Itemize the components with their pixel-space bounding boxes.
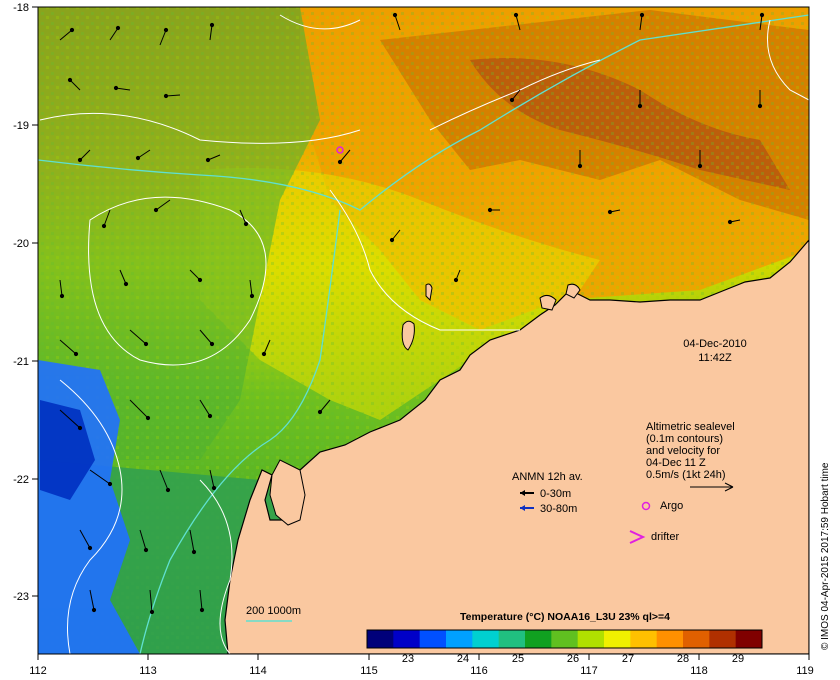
lon-tick-112: 112 — [29, 665, 47, 677]
lon-tick-115: 115 — [360, 665, 378, 677]
colorbar-tick-label: 28 — [677, 653, 689, 665]
isobath-200m — [139, 209, 341, 654]
colorbar-cell — [419, 630, 447, 648]
colorbar-tick-label: 23 — [402, 653, 414, 665]
island-dampier — [539, 294, 557, 311]
lon-tick-119: 119 — [796, 665, 814, 677]
isobath-1000m — [38, 14, 809, 211]
colorbar-cell — [393, 630, 421, 648]
lon-tick-117: 117 — [580, 665, 598, 677]
velocity-scale-arrow — [690, 482, 734, 492]
sealevel-note-line5: 0.5m/s (1kt 24h) — [646, 469, 725, 481]
lat-tick-18: -18 — [13, 2, 29, 14]
sealevel-note-line3: and velocity for — [646, 445, 720, 457]
drifter-legend-icon — [629, 530, 646, 544]
isobath-legend-label: 200 1000m — [246, 605, 301, 617]
colorbar-tick-label: 27 — [622, 653, 634, 665]
lon-tick-114: 114 — [249, 665, 267, 677]
anmn-deep-arrow-icon — [520, 505, 534, 511]
colorbar-cell — [551, 630, 579, 648]
timestamp-time: 11:42Z — [698, 352, 732, 364]
colorbar-tick-label: 24 — [457, 653, 469, 665]
argo-legend-icon — [641, 501, 651, 511]
anmn-deep-label: 30-80m — [540, 503, 577, 515]
credit-text: © IMOS 04-Apr-2015 2017:59 Hobart time — [820, 462, 831, 650]
colorbar-cell — [709, 630, 737, 648]
colorbar-cell — [525, 630, 552, 648]
sealevel-note-line1: Altimetric sealevel — [646, 421, 735, 433]
peninsula — [269, 459, 306, 526]
colorbar-tick-label: 29 — [732, 653, 744, 665]
colorbar-cell — [577, 630, 605, 648]
lon-tick-113: 113 — [139, 665, 157, 677]
lat-tick-19: -19 — [13, 120, 29, 132]
plot-frame — [37, 6, 810, 655]
island-small — [425, 283, 433, 302]
island-barrow — [401, 320, 415, 351]
anmn-shallow-arrow-icon — [520, 490, 534, 496]
colorbar-tick-label: 25 — [512, 653, 524, 665]
colorbar-cell — [472, 630, 500, 648]
plot-area — [38, 7, 809, 654]
colorbar — [366, 629, 763, 649]
land-mass — [224, 239, 809, 654]
lon-tick-118: 118 — [690, 665, 708, 677]
drifter-legend-label: drifter — [651, 531, 679, 543]
colorbar-cell — [630, 630, 658, 648]
lon-tick-116: 116 — [470, 665, 488, 677]
colorbar-cell — [367, 630, 394, 648]
colorbar-cell — [604, 630, 631, 648]
colorbar-cell — [498, 630, 526, 648]
anmn-legend-title: ANMN 12h av. — [512, 471, 583, 483]
lat-tick-20: -20 — [13, 238, 29, 250]
colorbar-cell — [735, 630, 763, 648]
lat-tick-22: -22 — [13, 474, 29, 486]
velocity-arrows — [59, 12, 765, 615]
island-small-2 — [565, 283, 581, 299]
colorbar-cell — [683, 630, 710, 648]
colorbar-frame — [366, 629, 763, 649]
argo-float-marker — [336, 146, 344, 154]
anmn-shallow-label: 0-30m — [540, 488, 571, 500]
colorbar-tick-label: 26 — [567, 653, 579, 665]
colorbar-cell — [446, 630, 473, 648]
sealevel-note-line2: (0.1m contours) — [646, 433, 723, 445]
sealevel-contours — [39, 14, 809, 654]
lat-tick-23: -23 — [13, 591, 29, 603]
timestamp-date: 04-Dec-2010 — [683, 338, 747, 350]
colorbar-ticks: 23 24 25 26 27 28 29 — [402, 653, 744, 665]
colorbar-title: Temperature (°C) NOAA16_L3U 23% ql>=4 — [460, 611, 670, 623]
axis-ticks — [32, 6, 810, 660]
lat-tick-21: -21 — [13, 356, 29, 368]
argo-legend-label: Argo — [660, 500, 683, 512]
coldest-water-region — [40, 400, 95, 500]
colorbar-cell — [656, 630, 684, 648]
sealevel-note-line4: 04-Dec 11 Z — [646, 457, 706, 469]
